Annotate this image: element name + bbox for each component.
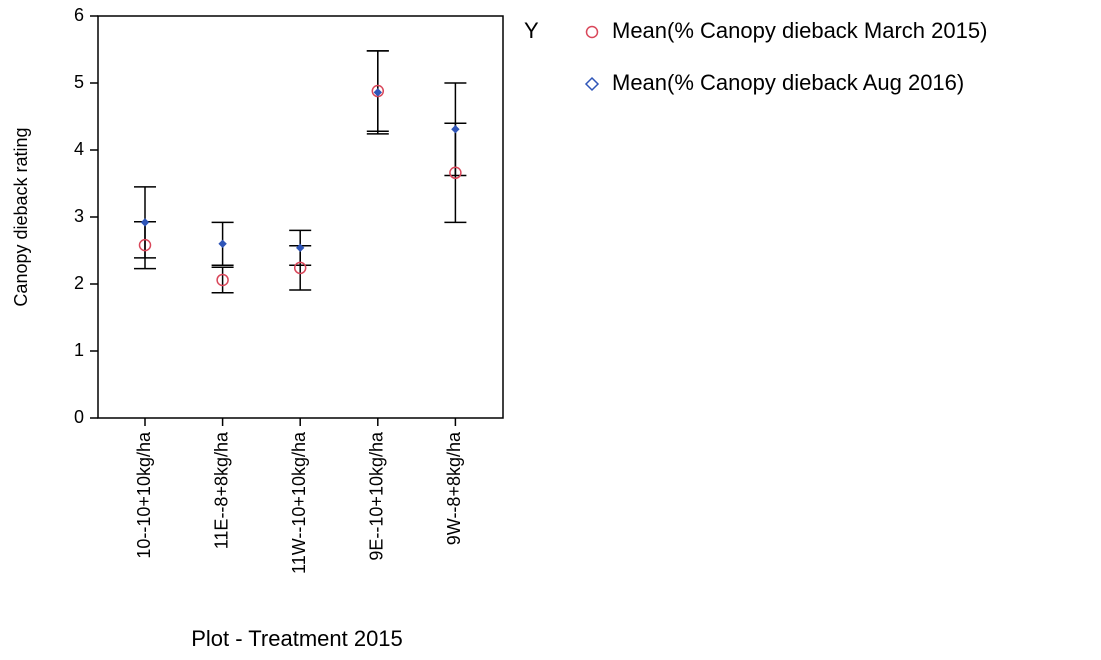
legend-label: Mean(% Canopy dieback March 2015)	[612, 18, 987, 43]
x-tick-label: 11E--8+8kg/ha	[211, 431, 231, 549]
legend-marker	[585, 25, 599, 39]
data-point	[451, 125, 460, 134]
y-tick-label: 1	[74, 340, 84, 360]
y-tick-label: 5	[74, 72, 84, 92]
data-point	[216, 273, 229, 287]
x-axis-label: Plot - Treatment 2015	[191, 626, 403, 651]
y-tick-label: 4	[74, 139, 84, 159]
data-point	[293, 261, 307, 275]
y-tick-label: 0	[74, 407, 84, 427]
y-axis-label: Canopy dieback rating	[11, 127, 31, 306]
data-point	[138, 238, 152, 252]
data-point	[218, 239, 227, 249]
y-tick-label: 2	[74, 273, 84, 293]
legend-label: Mean(% Canopy dieback Aug 2016)	[612, 70, 964, 95]
x-tick-label: 9E--10+10kg/ha	[367, 431, 387, 561]
x-tick-label: 9W--8+8kg/ha	[444, 431, 464, 545]
x-tick-label: 10--10+10kg/ha	[134, 431, 154, 559]
data-point	[373, 88, 383, 97]
legend-title: Y	[524, 18, 539, 43]
data-point	[295, 243, 305, 253]
data-point	[449, 166, 462, 180]
x-tick-label: 11W--10+10kg/ha	[289, 431, 309, 574]
y-tick-label: 6	[74, 5, 84, 25]
plot-frame	[97, 15, 504, 419]
data-point	[140, 218, 150, 227]
y-tick-label: 3	[74, 206, 84, 226]
legend-marker	[584, 76, 600, 92]
